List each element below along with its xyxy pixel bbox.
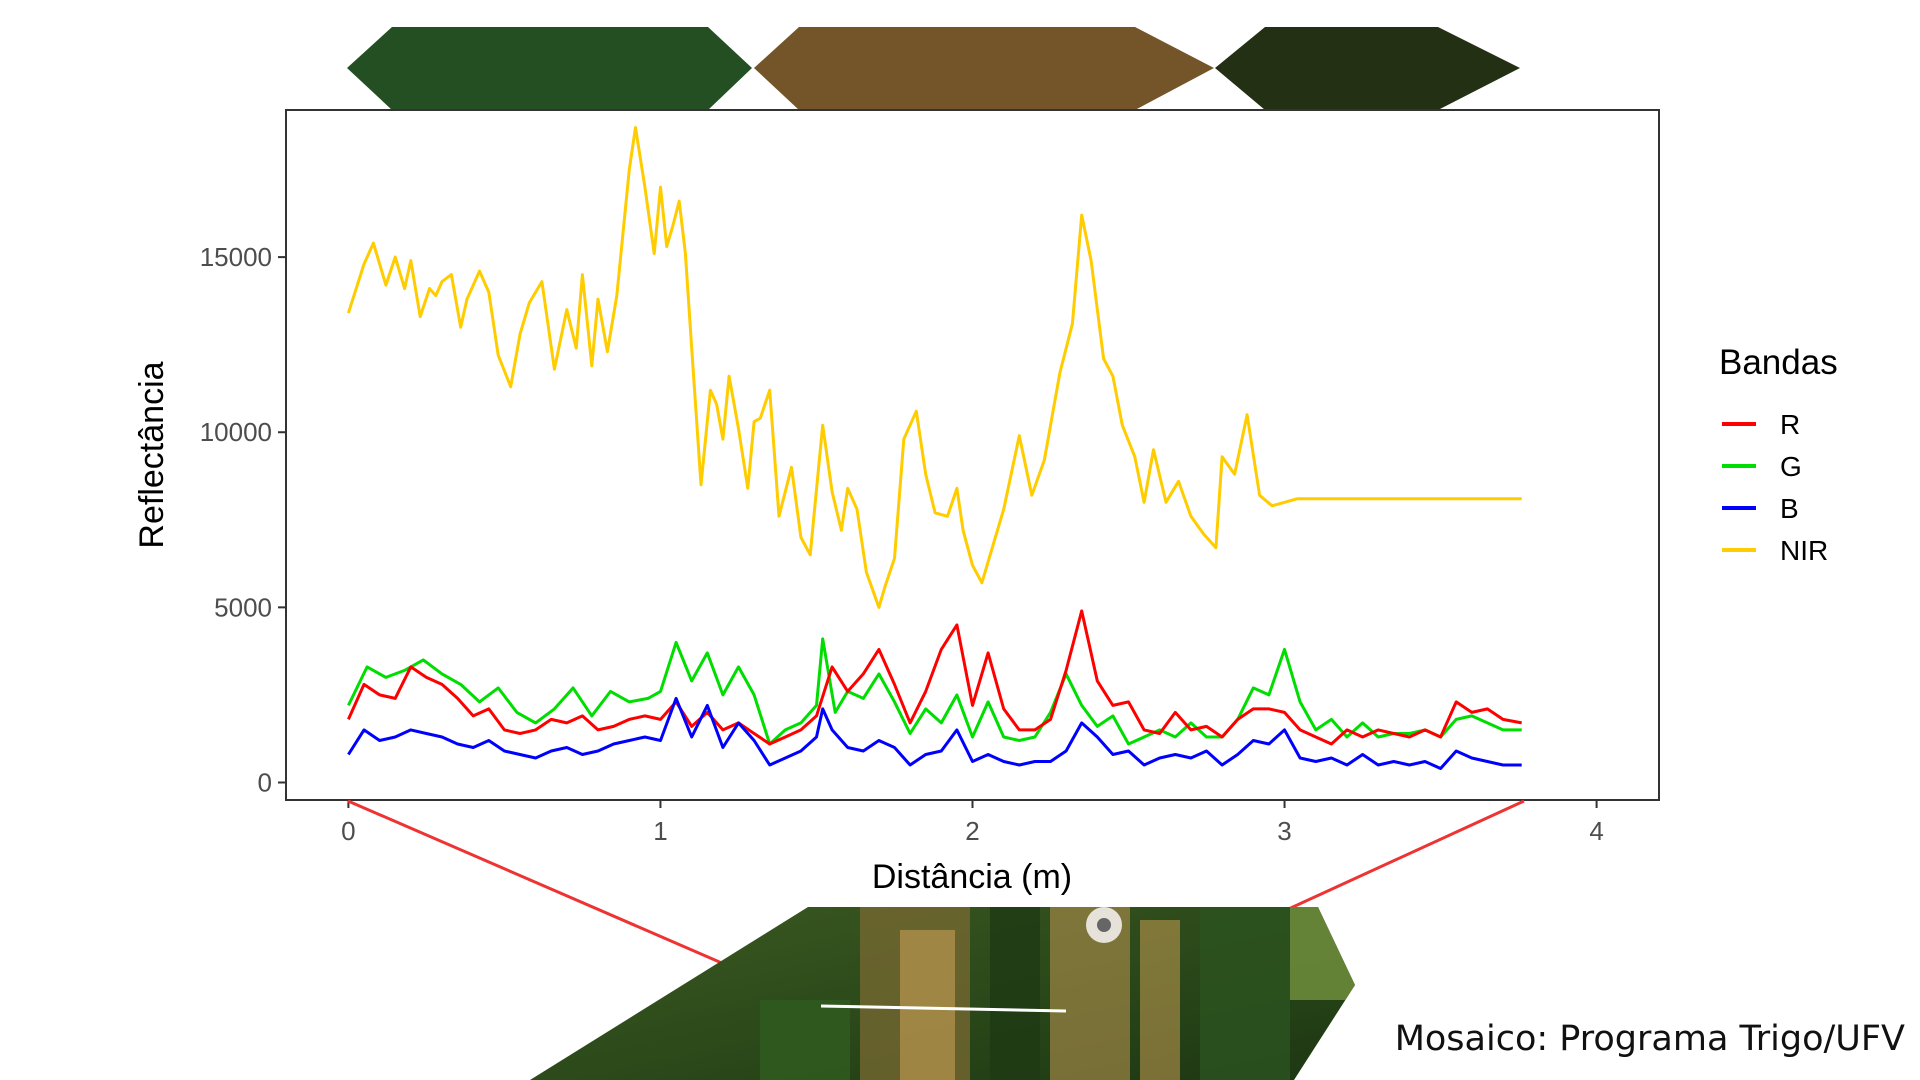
header-band-group: [347, 27, 1520, 110]
series-layer: [346, 126, 1522, 770]
source-caption: Mosaico: Programa Trigo/UFV: [1395, 1019, 1905, 1059]
y-axis-title: Reflectância: [133, 361, 171, 548]
mosaic-image: [530, 907, 1355, 1080]
transect-line: [820, 1004, 1067, 1013]
legend-label-nir: NIR: [1780, 535, 1828, 566]
x-tick-label: 0: [341, 816, 355, 846]
header-band-green: [347, 27, 752, 110]
y-axis: 0 5000 10000 15000: [200, 242, 286, 797]
y-tick-label: 0: [258, 767, 272, 797]
x-tick-label: 3: [1277, 816, 1291, 846]
legend-label-r: R: [1780, 409, 1800, 440]
x-tick-label: 2: [965, 816, 979, 846]
x-axis-title: Distância (m): [872, 858, 1072, 896]
series-line-nir: [346, 126, 1522, 609]
x-tick-label: 4: [1589, 816, 1603, 846]
y-tick-label: 10000: [200, 417, 272, 447]
series-line-b: [347, 696, 1522, 770]
series-line-g: [347, 637, 1522, 746]
y-tick-label: 5000: [214, 592, 272, 622]
x-axis: 0 1 2 3 4: [341, 800, 1604, 846]
x-tick-label: 1: [653, 816, 667, 846]
series-line-r: [347, 609, 1522, 746]
header-band-brown: [754, 27, 1214, 110]
legend-label-b: B: [1780, 493, 1799, 524]
legend-title: Bandas: [1719, 343, 1838, 382]
y-tick-label: 15000: [200, 242, 272, 272]
plot-panel: [285, 109, 1660, 801]
legend: Bandas RGB NIR: [1719, 343, 1838, 566]
legend-label-g: G: [1780, 451, 1802, 482]
header-band-dark: [1215, 27, 1520, 110]
